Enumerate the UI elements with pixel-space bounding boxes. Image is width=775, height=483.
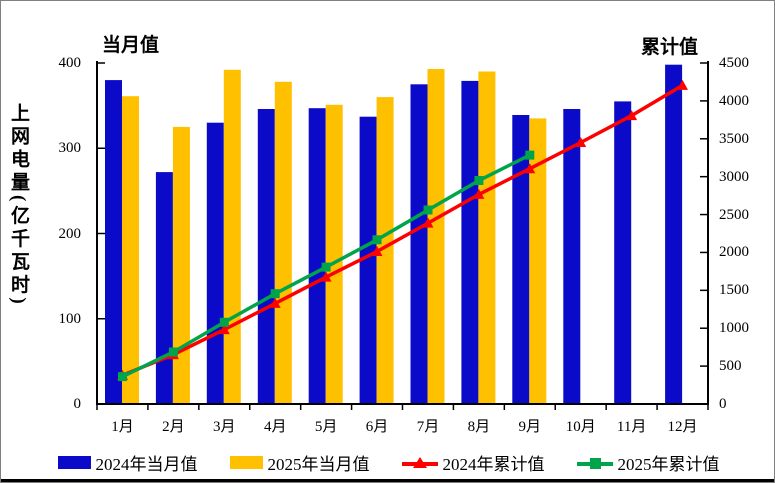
right-axis-tick-label: 4000	[719, 92, 749, 109]
left-axis-tick-label: 200	[58, 225, 82, 242]
bar-2024年当月值-5月	[308, 108, 326, 404]
bar-2024年当月值-1月	[105, 80, 122, 404]
right-axis-tick-label: 1000	[719, 320, 749, 337]
bar-2024年当月值-11月	[614, 101, 632, 405]
left-axis-tick-label: 0	[73, 396, 82, 412]
right-axis-caption: 累计值	[641, 37, 699, 58]
bar-2025年当月值-7月	[427, 69, 445, 404]
bar-2024年当月值-7月	[410, 84, 428, 405]
right-axis-tick-label: 2000	[719, 244, 749, 261]
legend-marker-red-line	[401, 456, 438, 468]
bar-2025年当月值-8月	[478, 71, 496, 404]
x-axis-month-label: 6月	[365, 419, 389, 435]
legend-item-2024-cumulative: 2024年累计值	[401, 450, 545, 475]
bar-2024年当月值-3月	[206, 122, 224, 404]
y-axis-title: 上网电量(亿千瓦时)	[8, 103, 29, 308]
bar-2024年当月值-6月	[359, 116, 377, 404]
x-axis-month-label: 7月	[416, 419, 440, 435]
line-2025年累计值	[118, 150, 535, 382]
x-axis-month-label: 12月	[667, 419, 698, 435]
x-axis-month-label: 2月	[162, 419, 185, 435]
bars	[105, 64, 683, 405]
legend-marker-green-line	[576, 457, 613, 469]
legend-item-2024-monthly: 2024年当月值	[57, 450, 198, 475]
bar-2025年当月值-4月	[274, 81, 292, 405]
legend-swatch-2024-bar	[57, 456, 91, 469]
bar-2024年当月值-2月	[155, 172, 173, 404]
x-axis-month-label: 3月	[213, 419, 236, 435]
left-axis-tick-label: 100	[58, 310, 82, 327]
right-axis-tick-label: 2500	[719, 206, 749, 223]
x-axis-month-label: 10月	[565, 419, 596, 435]
bottom-rule	[1, 479, 774, 482]
right-axis-tick-label: 3500	[719, 130, 749, 147]
x-axis-month-label: 4月	[263, 419, 287, 435]
right-axis-tick-label: 0	[719, 396, 727, 412]
legend-label: 2024年当月值	[95, 455, 198, 474]
x-axis-month-label: 1月	[111, 419, 134, 435]
bar-2024年当月值-8月	[461, 80, 479, 405]
x-axis-month-label: 5月	[314, 419, 338, 435]
bar-2024年当月值-4月	[257, 109, 275, 404]
x-axis-month-label: 9月	[518, 419, 542, 435]
legend-label: 2025年当月值	[267, 455, 370, 474]
left-axis-tick-label: 300	[58, 140, 82, 157]
right-axis-tick-label: 1500	[719, 282, 749, 299]
x-axis-month-label: 11月	[616, 419, 647, 435]
legend-label: 2024年累计值	[442, 455, 545, 474]
x-axis-month-label: 8月	[467, 419, 491, 435]
bar-2025年当月值-1月	[122, 96, 139, 404]
legend-item-2025-monthly: 2025年当月值	[229, 450, 370, 475]
bar-2025年当月值-5月	[325, 104, 343, 405]
bar-2024年当月值-10月	[563, 109, 581, 404]
bar-2025年当月值-2月	[172, 126, 190, 405]
right-axis-tick-label: 3000	[719, 168, 749, 185]
bar-2025年当月值-6月	[376, 97, 394, 404]
legend-label: 2025年累计值	[617, 455, 720, 474]
right-axis-tick-label: 4500	[719, 55, 749, 71]
bar-2025年当月值-9月	[529, 118, 547, 405]
legend: 2024年当月值 2025年当月值 2024年累计值 2025年累计值	[1, 450, 775, 475]
right-axis-tick-label: 500	[719, 358, 742, 375]
bar-2024年当月值-12月	[665, 64, 683, 404]
axes	[96, 61, 709, 410]
bar-2024年当月值-9月	[512, 115, 530, 404]
legend-swatch-2025-bar	[229, 456, 263, 469]
legend-item-2025-cumulative: 2025年累计值	[576, 450, 720, 475]
plot-area	[96, 61, 709, 410]
left-axis-caption: 当月值	[102, 35, 160, 56]
left-axis-tick-label: 400	[58, 55, 82, 71]
bar-2025年当月值-3月	[223, 69, 241, 405]
